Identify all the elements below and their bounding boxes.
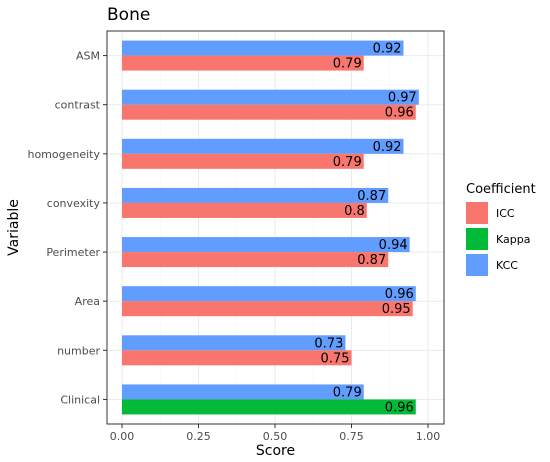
data-label-perimeter-icc: 0.87 [357, 253, 386, 268]
data-label-clinical-kappa: 0.96 [385, 400, 414, 415]
bar-area-icc [122, 301, 413, 317]
x-tick-label: 0.00 [110, 430, 135, 443]
bar-convexity-kcc [122, 187, 389, 203]
bar-contrast-kcc [122, 89, 419, 105]
legend-label-icc: ICC [496, 207, 515, 220]
data-labels-layer: 0.920.790.970.960.920.790.870.80.940.870… [314, 42, 416, 416]
data-label-clinical-kcc: 0.79 [333, 385, 362, 400]
bar-contrast-icc [122, 104, 416, 120]
data-label-asm-kcc: 0.92 [373, 42, 402, 57]
y-tick-label: convexity [47, 197, 101, 210]
bar-homogeneity-icc [122, 153, 364, 169]
data-label-contrast-kcc: 0.97 [388, 91, 417, 106]
y-tick-label: Clinical [60, 393, 100, 406]
bar-perimeter-icc [122, 252, 389, 268]
legend-key-icc [466, 202, 488, 224]
bars-layer [122, 40, 419, 415]
y-axis-title: Variable [6, 199, 22, 256]
y-tick-label: contrast [55, 99, 101, 112]
bar-convexity-icc [122, 202, 367, 218]
bar-number-icc [122, 350, 352, 366]
chart-title: Bone [107, 5, 150, 25]
bar-perimeter-kcc [122, 237, 410, 253]
bar-homogeneity-kcc [122, 138, 404, 154]
data-label-homogeneity-icc: 0.79 [333, 155, 362, 170]
x-axis-title: Score [256, 443, 295, 459]
data-label-asm-icc: 0.79 [333, 57, 362, 72]
x-tick-label: 1.00 [416, 430, 441, 443]
bar-area-kcc [122, 286, 416, 302]
x-tick-label: 0.25 [186, 430, 211, 443]
data-label-number-kcc: 0.73 [314, 336, 343, 351]
data-label-contrast-icc: 0.96 [385, 106, 414, 121]
x-tick-label: 0.50 [263, 430, 288, 443]
bar-asm-icc [122, 55, 364, 71]
bar-clinical-kappa [122, 399, 416, 415]
data-label-area-kcc: 0.96 [385, 287, 414, 302]
y-tick-label: homogeneity [27, 148, 100, 161]
legend: Coefficient ICC Kappa KCC [466, 182, 536, 276]
legend-title: Coefficient [466, 182, 536, 197]
data-label-number-icc: 0.75 [321, 351, 350, 366]
bar-number-kcc [122, 335, 346, 351]
y-tick-label: Area [75, 295, 100, 308]
y-tick-label: Perimeter [46, 246, 100, 259]
y-tick-label: number [57, 344, 100, 357]
data-label-area-icc: 0.95 [382, 302, 411, 317]
data-label-perimeter-kcc: 0.94 [379, 238, 408, 253]
legend-label-kappa: Kappa [496, 233, 530, 246]
y-tick-label: ASM [76, 50, 100, 63]
bar-asm-kcc [122, 40, 404, 56]
bar-clinical-kcc [122, 384, 364, 400]
legend-label-kcc: KCC [496, 259, 518, 272]
x-axis: 0.00 0.25 0.50 0.75 1.00 [110, 424, 441, 443]
data-label-convexity-kcc: 0.87 [357, 189, 386, 204]
data-label-convexity-icc: 0.8 [344, 204, 365, 219]
x-tick-label: 0.75 [339, 430, 364, 443]
legend-key-kcc [466, 254, 488, 276]
y-axis: ASM contrast homogeneity convexity Perimeter… [27, 50, 107, 406]
legend-key-kappa [466, 228, 488, 250]
data-label-homogeneity-kcc: 0.92 [373, 140, 402, 155]
